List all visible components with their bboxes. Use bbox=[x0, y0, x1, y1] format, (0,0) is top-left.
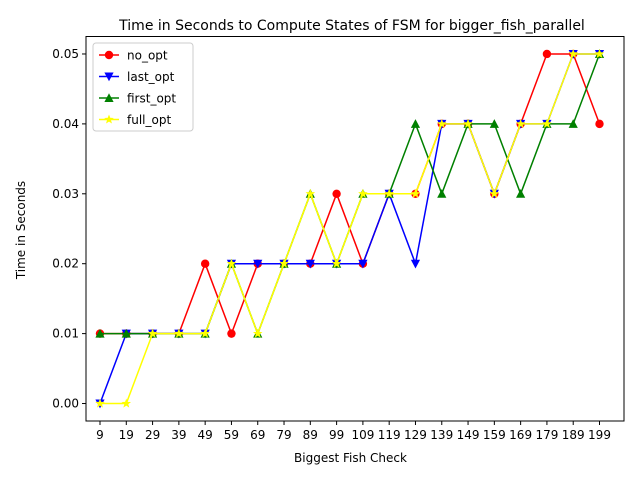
data-point bbox=[95, 328, 105, 338]
x-tick-label: 39 bbox=[171, 428, 186, 442]
x-tick-label: 189 bbox=[562, 428, 585, 442]
legend-item: first_opt bbox=[99, 92, 176, 106]
y-tick-label: 0.02 bbox=[52, 257, 79, 271]
data-point bbox=[410, 188, 421, 198]
data-point bbox=[279, 258, 289, 268]
legend-marker bbox=[104, 93, 114, 102]
legend-label: no_opt bbox=[127, 49, 168, 63]
data-point bbox=[489, 119, 499, 128]
x-tick-label: 19 bbox=[119, 428, 134, 442]
legend-marker bbox=[104, 72, 114, 82]
data-point bbox=[437, 188, 447, 198]
x-tick-label: 159 bbox=[483, 428, 506, 442]
data-point bbox=[226, 258, 237, 268]
data-point bbox=[332, 189, 341, 198]
data-point bbox=[542, 49, 552, 59]
y-tick-label: 0.04 bbox=[52, 117, 79, 131]
legend-marker bbox=[104, 50, 114, 60]
legend-item: no_opt bbox=[99, 49, 168, 63]
data-point bbox=[516, 188, 526, 198]
legend-label: full_opt bbox=[127, 113, 171, 127]
x-tick-label: 109 bbox=[351, 428, 374, 442]
legend-marker bbox=[104, 114, 114, 124]
legend-label: last_opt bbox=[127, 70, 175, 84]
x-tick-label: 79 bbox=[276, 428, 291, 442]
x-tick-label: 9 bbox=[96, 428, 104, 442]
y-tick-label: 0.03 bbox=[52, 187, 79, 201]
legend-item: last_opt bbox=[99, 70, 175, 84]
plot-area-frame bbox=[85, 36, 625, 422]
data-point bbox=[437, 118, 447, 128]
data-point bbox=[595, 119, 604, 129]
x-tick-label: 129 bbox=[404, 428, 427, 442]
data-point bbox=[489, 188, 500, 198]
x-tick-label: 99 bbox=[329, 428, 344, 442]
y-tick-label: 0.05 bbox=[52, 47, 79, 61]
x-tick-label: 169 bbox=[509, 428, 532, 442]
data-point bbox=[358, 188, 368, 198]
data-point bbox=[542, 118, 552, 128]
legend-box bbox=[92, 42, 194, 132]
data-point bbox=[331, 258, 342, 268]
y-tick-label: 0.00 bbox=[52, 397, 79, 411]
data-point bbox=[253, 259, 263, 269]
x-tick-label: 49 bbox=[198, 428, 213, 442]
data-point bbox=[568, 48, 578, 59]
legend-label: first_opt bbox=[127, 92, 176, 106]
legend-item: full_opt bbox=[99, 113, 171, 127]
data-point bbox=[200, 328, 210, 338]
data-point bbox=[515, 118, 526, 128]
data-point bbox=[121, 328, 131, 338]
data-point bbox=[305, 259, 315, 269]
series-line bbox=[100, 53, 600, 405]
data-point bbox=[358, 259, 368, 269]
x-tick-label: 69 bbox=[250, 428, 265, 442]
data-point bbox=[121, 398, 132, 408]
data-point bbox=[305, 188, 316, 198]
data-point bbox=[227, 329, 236, 338]
data-point bbox=[594, 48, 605, 59]
x-tick-label: 29 bbox=[145, 428, 160, 442]
data-point bbox=[410, 119, 421, 128]
x-tick-label: 139 bbox=[430, 428, 453, 442]
data-point bbox=[147, 328, 158, 338]
data-point bbox=[410, 259, 421, 269]
data-point bbox=[95, 398, 105, 408]
series-full-opt bbox=[95, 48, 605, 408]
data-point bbox=[252, 328, 263, 338]
x-tick-label: 149 bbox=[457, 428, 480, 442]
x-tick-label: 179 bbox=[535, 428, 558, 442]
x-tick-label: 89 bbox=[303, 428, 318, 442]
x-tick-label: 59 bbox=[224, 428, 239, 442]
data-point bbox=[174, 328, 184, 338]
data-point bbox=[200, 259, 210, 268]
x-tick-label: 199 bbox=[588, 428, 611, 442]
chart-title: Time in Seconds to Compute States of FSM… bbox=[118, 18, 585, 34]
y-axis-label: Time in Seconds bbox=[14, 181, 28, 280]
x-axis-label: Biggest Fish Check bbox=[294, 451, 407, 465]
x-tick-label: 119 bbox=[378, 428, 401, 442]
y-tick-label: 0.01 bbox=[52, 327, 79, 341]
data-point bbox=[568, 119, 578, 128]
data-point bbox=[384, 188, 394, 198]
data-point bbox=[463, 118, 473, 128]
